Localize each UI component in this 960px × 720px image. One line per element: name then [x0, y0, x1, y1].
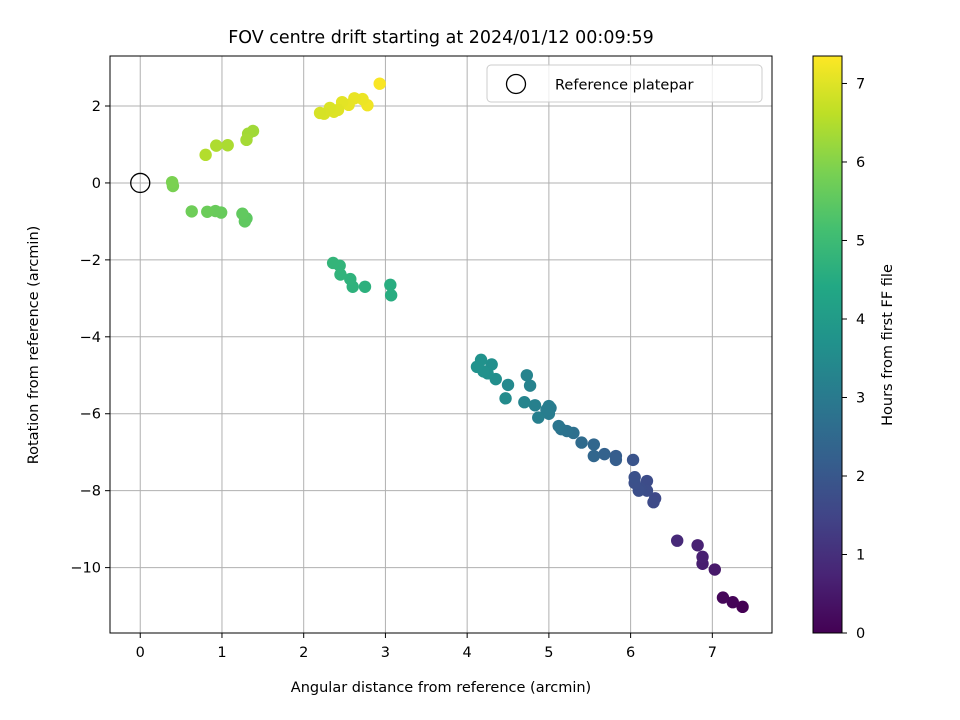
data-point	[587, 438, 601, 451]
data-point	[691, 539, 704, 552]
colorbar: 0 1 2 3 4 5 6 7 Hours from first FF file	[812, 55, 896, 642]
data-point	[201, 205, 214, 218]
x-tick-label: 7	[708, 645, 717, 661]
plot-frame	[109, 55, 773, 634]
y-tick-label: 0	[92, 176, 101, 192]
data-point	[708, 563, 721, 576]
data-point	[344, 272, 357, 286]
reference-marker	[130, 172, 151, 194]
data-point	[210, 139, 223, 152]
data-point	[470, 360, 484, 374]
data-point	[313, 106, 327, 120]
legend-marker-open-circle	[505, 73, 527, 95]
data-point	[598, 447, 611, 461]
data-point	[501, 378, 515, 392]
colorbar-tick-label: 1	[856, 547, 865, 563]
x-tick-label: 2	[299, 645, 308, 661]
colorbar-tick-label: 4	[856, 312, 865, 328]
data-point	[221, 139, 234, 152]
colorbar-tick-label: 3	[856, 390, 865, 406]
colorbar-gradient	[812, 55, 843, 634]
colorbar-ticks: 0 1 2 3 4 5 6 7	[842, 76, 865, 642]
y-tick-label: −4	[80, 330, 101, 346]
data-point	[499, 392, 512, 405]
x-tick-label: 6	[626, 645, 635, 661]
x-tick-label: 1	[217, 645, 226, 661]
data-point	[358, 280, 372, 293]
data-point	[670, 534, 684, 547]
x-tick-label: 3	[381, 645, 390, 661]
x-axis-label: Angular distance from reference (arcmin)	[291, 680, 591, 696]
data-point	[236, 207, 249, 220]
legend-box	[486, 64, 763, 103]
y-axis-label: Rotation from reference (arcmin)	[26, 226, 42, 465]
data-point	[528, 399, 542, 412]
data-point	[165, 175, 179, 189]
data-point	[199, 148, 212, 162]
data-point	[373, 77, 386, 90]
data-point	[185, 205, 198, 218]
x-axis-ticks: 0 1 2 3 4 5 6 7	[136, 633, 717, 661]
data-point	[726, 596, 739, 609]
data-point	[696, 550, 709, 564]
data-point	[523, 379, 537, 392]
data-point	[532, 411, 545, 424]
data-point	[716, 591, 730, 604]
legend: Reference platepar	[486, 64, 763, 103]
y-tick-label: −6	[80, 407, 101, 423]
legend-entry-label: Reference platepar	[555, 78, 693, 94]
x-tick-label: 0	[136, 645, 145, 661]
data-point	[587, 449, 601, 463]
colorbar-tick-label: 2	[856, 469, 865, 485]
data-point	[736, 600, 749, 614]
colorbar-tick-label: 0	[856, 626, 865, 642]
data-point	[552, 419, 565, 433]
data-point	[384, 278, 397, 292]
data-point	[326, 256, 340, 270]
data-point	[384, 289, 398, 302]
data-point	[540, 403, 553, 417]
data-point	[628, 471, 641, 484]
colorbar-label: Hours from first FF file	[880, 264, 896, 426]
y-tick-label: −2	[80, 253, 101, 269]
data-point	[520, 369, 534, 382]
y-tick-label: 2	[92, 99, 101, 115]
y-axis-ticks: 2 0 −2 −4 −6 −8 −10	[70, 99, 110, 577]
data-point	[647, 496, 660, 509]
colorbar-tick-label: 7	[856, 76, 865, 92]
x-tick-label: 4	[463, 645, 472, 661]
y-tick-label: −10	[70, 561, 101, 577]
data-point	[626, 453, 640, 467]
y-tick-label: −8	[80, 484, 101, 500]
data-point	[518, 396, 531, 409]
chart-title: FOV centre drift starting at 2024/01/12 …	[228, 28, 654, 48]
data-point	[240, 133, 253, 147]
colorbar-tick-label: 6	[856, 155, 865, 171]
data-point	[609, 453, 623, 467]
grid-lines	[110, 56, 772, 633]
colorbar-tick-label: 5	[856, 233, 865, 249]
scatter-points	[165, 77, 749, 614]
data-point	[575, 436, 588, 449]
x-tick-label: 5	[544, 645, 553, 661]
reference-platepar-point	[130, 172, 151, 194]
